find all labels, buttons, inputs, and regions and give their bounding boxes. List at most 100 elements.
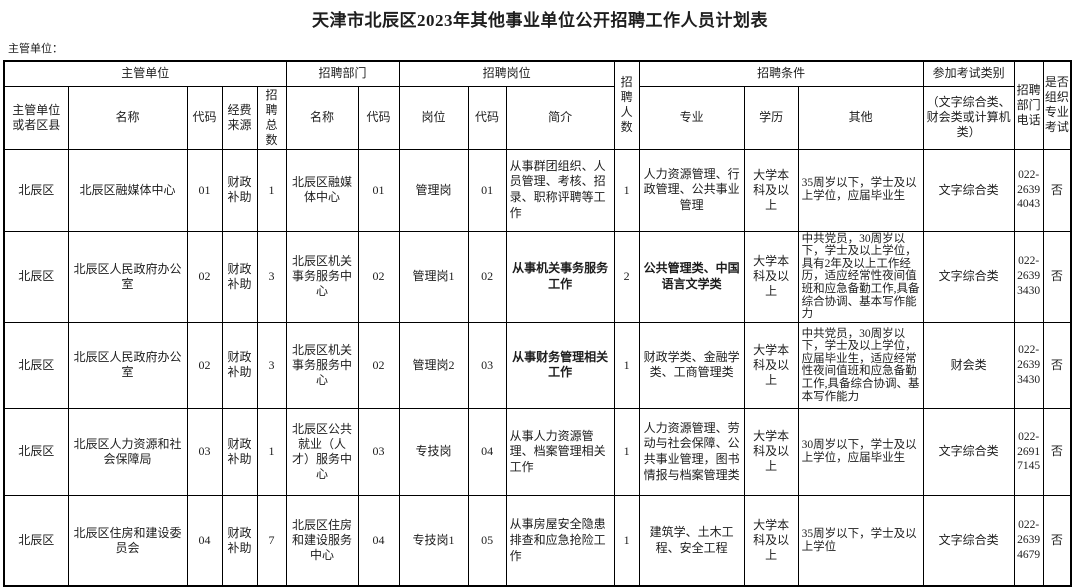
cell-org-code: 01 [186,148,223,232]
cell-dept-code: 02 [357,230,400,323]
cell-post-code: 03 [467,321,507,409]
cell-intro: 从事群团组织、人员管理、考核、招录、职称评聘等工作 [505,148,615,232]
supervisor-unit-label: 主管单位： [8,43,63,55]
cell-other: 35周岁以下，学士及以上学位 [797,494,924,587]
cell-exam: 文字综合类 [922,148,1015,232]
cell-total: 3 [256,230,287,323]
cell-post-code: 05 [467,494,507,587]
cell-major: 建筑学、土木工程、安全工程 [638,494,745,587]
cell-org-code: 03 [186,407,223,496]
cell-special-exam: 否 [1042,148,1072,232]
column-header-post-code: 代码 [467,85,507,150]
cell-org-name: 北辰区融媒体中心 [67,148,188,232]
cell-dept-name: 北辰区公共就业（人才）服务中心 [285,407,359,496]
column-header-total: 招聘总数 [256,85,287,150]
table-row: 北辰区 北辰区人民政府办公室 02 财政补助 3 北辰区机关事务服务中心 02 管理岗1 02 从… [3,230,1072,323]
cell-degree: 大学本科及以上 [743,148,799,232]
cell-other: 中共党员，30周岁以下，学士及以上学位，应届毕业生，适应经常性夜间值班和应急备勤… [797,321,924,409]
table-row: 北辰区 北辰区融媒体中心 01 财政补助 1 北辰区融媒体中心 01 管理岗 01 从事群团组织、… [3,148,1072,232]
cell-intro: 从事人力资源管理、档案管理相关工作 [505,407,615,496]
cell-dept-name: 北辰区机关事务服务中心 [285,230,359,323]
table-row: 北辰区 北辰区住房和建设委员会 04 财政补助 7 北辰区住房和建设服务中心 04 专技岗1 0… [3,494,1072,587]
cell-total: 3 [256,321,287,409]
cell-intro: 从事财务管理相关工作 [505,321,615,409]
cell-degree: 大学本科及以上 [743,230,799,323]
cell-count: 1 [613,148,640,232]
column-header-org-code: 代码 [186,85,223,150]
cell-dept-code: 04 [357,494,400,587]
cell-special-exam: 否 [1042,230,1072,323]
cell-total: 7 [256,494,287,587]
cell-degree: 大学本科及以上 [743,494,799,587]
cell-district: 北辰区 [3,407,69,496]
cell-phone: 022-26393430 [1013,321,1044,409]
cell-total: 1 [256,407,287,496]
column-header-intro: 简介 [505,85,615,150]
cell-post-code: 02 [467,230,507,323]
cell-phone: 022-26394679 [1013,494,1044,587]
cell-post: 管理岗1 [398,230,469,323]
column-header-funding: 经费来源 [221,85,258,150]
page-title: 天津市北辰区2023年其他事业单位公开招聘工作人员计划表 [312,11,768,30]
cell-post-code: 04 [467,407,507,496]
column-header-org-name: 名称 [67,85,188,150]
cell-exam: 文字综合类 [922,407,1015,496]
cell-major: 人力资源管理、行政管理、公共事业管理 [638,148,745,232]
column-header-dept-code: 代码 [357,85,400,150]
column-header-district: 主管单位或者区县 [3,85,69,150]
cell-count: 1 [613,494,640,587]
group-header-exam-type: 参加考试类别 [922,60,1015,87]
column-header-count: 招聘人数 [613,60,640,150]
cell-org-name: 北辰区人民政府办公室 [67,321,188,409]
cell-org-code: 02 [186,230,223,323]
cell-district: 北辰区 [3,230,69,323]
cell-other: 35周岁以下，学士及以上学位，应届毕业生 [797,148,924,232]
cell-special-exam: 否 [1042,407,1072,496]
cell-post-code: 01 [467,148,507,232]
cell-exam: 文字综合类 [922,230,1015,323]
column-header-exam-note: （文字综合类、财会类或计算机类） [922,85,1015,150]
cell-dept-code: 03 [357,407,400,496]
cell-funding: 财政补助 [221,494,258,587]
cell-district: 北辰区 [3,494,69,587]
table-row: 北辰区 北辰区人民政府办公室 02 财政补助 3 北辰区机关事务服务中心 02 管理岗2 03 从… [3,321,1072,409]
cell-other: 中共党员，30周岁以下，学士及以上学位，具有2年及以上工作经历，适应经常性夜间值… [797,230,924,323]
cell-count: 1 [613,407,640,496]
cell-dept-name: 北辰区融媒体中心 [285,148,359,232]
group-header-department: 招聘部门 [285,60,400,87]
table-row: 北辰区 北辰区人力资源和社会保障局 03 财政补助 1 北辰区公共就业（人才）服务中心 03… [3,407,1072,496]
column-header-degree: 学历 [743,85,799,150]
cell-org-name: 北辰区人民政府办公室 [67,230,188,323]
cell-dept-name: 北辰区机关事务服务中心 [285,321,359,409]
cell-degree: 大学本科及以上 [743,321,799,409]
column-header-dept-name: 名称 [285,85,359,150]
cell-total: 1 [256,148,287,232]
column-header-phone: 招聘部门电话 [1013,60,1044,150]
cell-funding: 财政补助 [221,321,258,409]
cell-phone: 022-26394043 [1013,148,1044,232]
cell-intro: 从事机关事务服务工作 [505,230,615,323]
group-header-position: 招聘岗位 [398,60,615,87]
column-header-major: 专业 [638,85,745,150]
cell-funding: 财政补助 [221,148,258,232]
cell-exam: 财会类 [922,321,1015,409]
cell-dept-name: 北辰区住房和建设服务中心 [285,494,359,587]
cell-special-exam: 否 [1042,321,1072,409]
cell-major: 人力资源管理、劳动与社会保障、公共事业管理，图书情报与档案管理类 [638,407,745,496]
cell-post: 管理岗 [398,148,469,232]
recruitment-plan-table: 主管单位 招聘部门 招聘岗位 招聘人数 招聘条件 参加考试类别 招聘部门电话 是… [3,60,1073,587]
cell-major: 公共管理类、中国语言文学类 [638,230,745,323]
column-header-post: 岗位 [398,85,469,150]
cell-org-code: 04 [186,494,223,587]
cell-phone: 022-26917145 [1013,407,1044,496]
table-body: 北辰区 北辰区融媒体中心 01 财政补助 1 北辰区融媒体中心 01 管理岗 01 从事群团组织、… [3,148,1072,587]
cell-district: 北辰区 [3,148,69,232]
column-header-special-exam: 是否组织专业考试 [1042,60,1072,150]
cell-special-exam: 否 [1042,494,1072,587]
cell-org-code: 02 [186,321,223,409]
cell-post: 专技岗 [398,407,469,496]
cell-count: 1 [613,321,640,409]
cell-degree: 大学本科及以上 [743,407,799,496]
group-header-supervisor: 主管单位 [3,60,287,87]
cell-intro: 从事房屋安全隐患排查和应急抢险工作 [505,494,615,587]
